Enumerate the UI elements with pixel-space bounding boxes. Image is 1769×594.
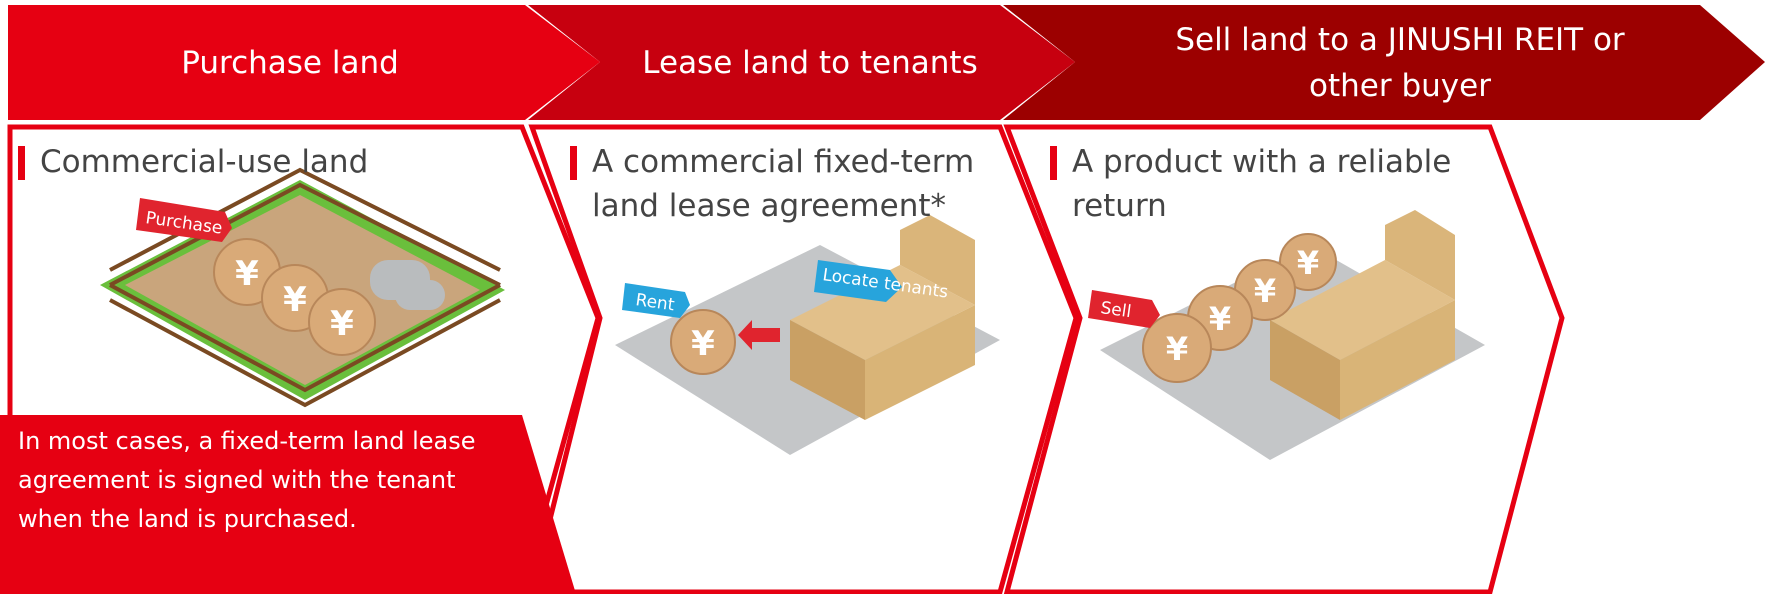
step-subtitle: A product with a reliable return bbox=[1050, 140, 1492, 228]
lease-illustration: ¥ bbox=[615, 215, 1000, 455]
step-header: Lease land to tenants bbox=[610, 5, 1010, 120]
step-header: Purchase land bbox=[20, 5, 560, 120]
step-subtitle: A commercial fixed-term land lease agree… bbox=[570, 140, 1012, 228]
svg-text:¥: ¥ bbox=[691, 324, 715, 364]
svg-text:¥: ¥ bbox=[1209, 300, 1231, 338]
note-text: In most cases, a fixed-term land lease a… bbox=[18, 422, 518, 539]
step-subtitle: Commercial-use land bbox=[18, 140, 500, 184]
svg-text:¥: ¥ bbox=[330, 304, 354, 344]
svg-text:¥: ¥ bbox=[1166, 330, 1188, 368]
svg-text:¥: ¥ bbox=[283, 280, 307, 320]
svg-text:¥: ¥ bbox=[1297, 244, 1319, 282]
svg-text:¥: ¥ bbox=[1254, 272, 1276, 310]
sell-illustration: ¥ ¥ ¥ ¥ bbox=[1088, 210, 1485, 460]
tag-label: Sell bbox=[1099, 298, 1132, 322]
land-illustration: ¥ ¥ ¥ bbox=[100, 170, 505, 405]
step-header: Sell land to a JINUSHI REIT or other buy… bbox=[1090, 5, 1710, 120]
svg-text:¥: ¥ bbox=[235, 254, 259, 294]
flow-diagram: ¥¥¥ Purchase ¥ Rent Locate tenants ¥¥¥¥ … bbox=[0, 0, 1769, 594]
